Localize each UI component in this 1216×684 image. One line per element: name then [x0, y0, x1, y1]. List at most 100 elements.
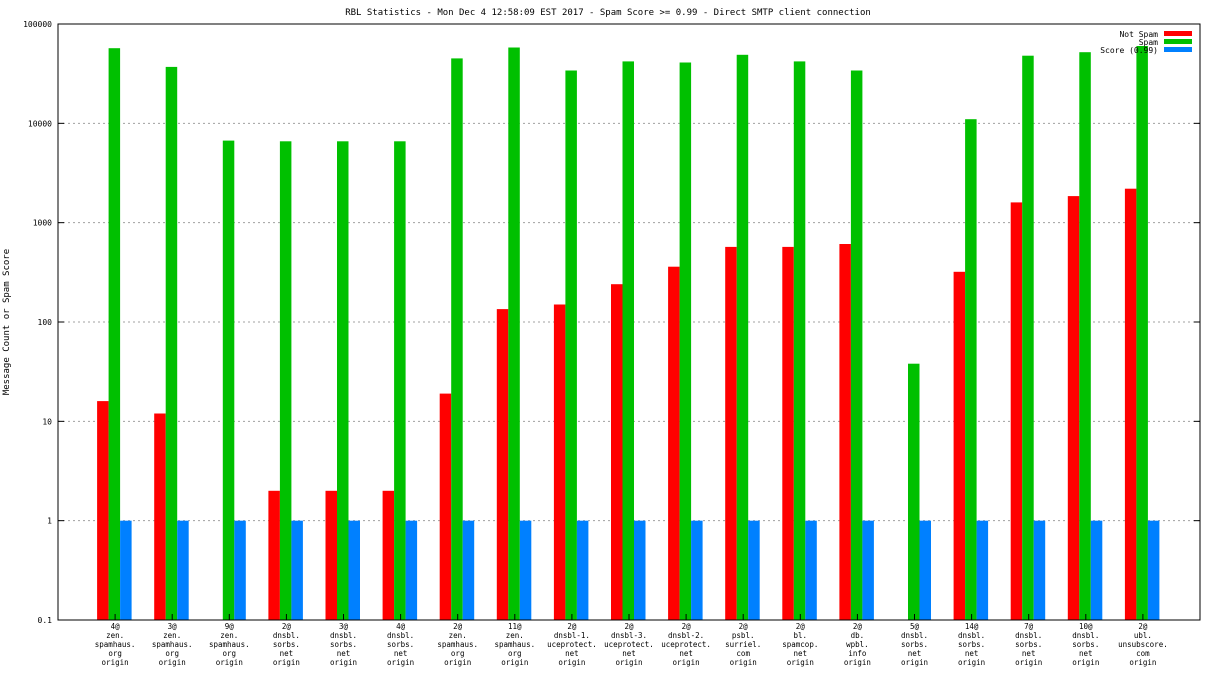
x-tick-label: net: [1022, 649, 1036, 658]
bar-not-spam: [439, 393, 452, 620]
x-tick-label: 2@: [624, 622, 634, 631]
chart-title: RBL Statistics - Mon Dec 4 12:58:09 EST …: [345, 8, 871, 18]
y-axis-ticks: 0.1 1 10 100 1000 10000 100000: [23, 20, 1200, 625]
x-tick-label: 2@: [453, 622, 463, 631]
x-tick-label: net: [965, 649, 979, 658]
x-tick-label: spamhaus.: [437, 640, 478, 649]
bar-score-0-99: [291, 520, 303, 620]
x-tick-label: 3@: [339, 622, 349, 631]
y-tick-label: 10: [42, 417, 52, 426]
bar-score-0-99: [1147, 520, 1160, 620]
x-tick-label: bl.: [794, 631, 808, 640]
bar-not-spam: [953, 271, 966, 620]
x-tick-label: origin: [787, 658, 814, 667]
bar-spam: [850, 70, 863, 620]
bar-not-spam: [1067, 196, 1080, 620]
bar-not-spam: [325, 490, 337, 620]
x-tick-label: 2@: [796, 622, 806, 631]
x-tick-label: origin: [901, 658, 928, 667]
x-tick-label: net: [337, 649, 351, 658]
x-tick-label: psbl.: [732, 631, 755, 640]
bar-not-spam: [839, 244, 851, 620]
x-tick-label: db.: [851, 631, 865, 640]
x-tick-label: 10@: [1079, 622, 1093, 631]
x-tick-label: zen.: [506, 631, 524, 640]
bar-score-0-99: [1033, 520, 1046, 620]
bar-spam: [451, 58, 463, 620]
bar-score-0-99: [691, 520, 703, 620]
bar-not-spam: [1124, 188, 1137, 620]
bar-score-0-99: [348, 520, 360, 620]
x-tick-label: net: [1079, 649, 1093, 658]
bar-not-spam: [154, 413, 166, 620]
bar-spam: [965, 119, 977, 620]
legend-label: Spam: [1139, 38, 1158, 47]
x-tick-label: 2@: [282, 622, 292, 631]
bar-spam: [508, 47, 520, 620]
bar-spam: [1079, 52, 1091, 620]
bars: [97, 46, 1160, 621]
x-tick-label: surriel.: [725, 640, 761, 649]
x-tick-label: org: [508, 649, 522, 658]
y-tick-label: 1000: [33, 219, 52, 228]
x-tick-label: origin: [273, 658, 300, 667]
x-tick-label: dnsbl.: [1072, 631, 1099, 640]
bar-score-0-99: [862, 520, 874, 620]
x-tick-label: dnsbl-1.: [554, 631, 590, 640]
bar-score-0-99: [805, 520, 817, 620]
x-tick-label: net: [679, 649, 693, 658]
x-tick-label: uceprotect.: [661, 640, 711, 649]
x-axis-labels: 4@zen.spamhaus.orgorigin3@zen.spamhaus.o…: [95, 622, 1168, 667]
bar-score-0-99: [1090, 520, 1103, 620]
bar-spam: [1136, 46, 1148, 620]
x-tick-label: 11@: [508, 622, 522, 631]
bar-not-spam: [1010, 202, 1023, 620]
x-tick-label: spamhaus.: [209, 640, 250, 649]
x-tick-label: 7@: [1024, 622, 1034, 631]
legend-label: Not Spam: [1119, 30, 1158, 39]
x-tick-label: net: [394, 649, 408, 658]
bar-score-0-99: [405, 520, 418, 620]
x-tick-label: uceprotect.: [604, 640, 654, 649]
bar-spam: [908, 363, 920, 620]
x-tick-label: org: [451, 649, 465, 658]
bar-score-0-99: [976, 520, 989, 620]
x-tick-label: sorbs.: [901, 640, 928, 649]
x-tick-label: info: [848, 649, 867, 658]
y-tick-label: 1: [47, 517, 52, 526]
x-tick-label: origin: [1015, 658, 1042, 667]
bar-score-0-99: [120, 520, 132, 620]
x-tick-label: origin: [1072, 658, 1099, 667]
x-tick-label: net: [908, 649, 922, 658]
bar-spam: [108, 48, 121, 620]
x-tick-label: 2@: [567, 622, 577, 631]
bar-score-0-99: [919, 520, 931, 620]
x-tick-label: spamhaus.: [152, 640, 193, 649]
y-tick-label: 10000: [28, 119, 52, 128]
x-tick-label: origin: [844, 658, 871, 667]
bar-not-spam: [97, 401, 109, 620]
bar-not-spam: [782, 246, 794, 620]
x-tick-label: net: [794, 649, 808, 658]
x-tick-label: unsubscore.: [1118, 640, 1168, 649]
x-tick-label: spamhaus.: [95, 640, 136, 649]
x-tick-label: dnsbl.: [901, 631, 928, 640]
x-tick-label: sorbs.: [958, 640, 985, 649]
x-tick-label: 2@: [739, 622, 749, 631]
x-tick-label: zen.: [163, 631, 181, 640]
x-tick-label: 3@: [168, 622, 178, 631]
legend-swatch: [1164, 39, 1192, 44]
x-tick-label: origin: [673, 658, 700, 667]
x-tick-label: 9@: [225, 622, 235, 631]
x-tick-label: sorbs.: [330, 640, 357, 649]
x-tick-label: wpbl.: [846, 640, 869, 649]
bar-spam: [622, 61, 634, 620]
x-tick-label: net: [280, 649, 294, 658]
x-tick-label: 14@: [965, 622, 979, 631]
x-tick-label: dnsbl-2.: [668, 631, 704, 640]
x-tick-label: dnsbl-3.: [611, 631, 647, 640]
x-tick-label: zen.: [220, 631, 238, 640]
x-tick-label: sorbs.: [387, 640, 414, 649]
x-tick-label: origin: [159, 658, 186, 667]
bar-spam: [222, 140, 235, 620]
